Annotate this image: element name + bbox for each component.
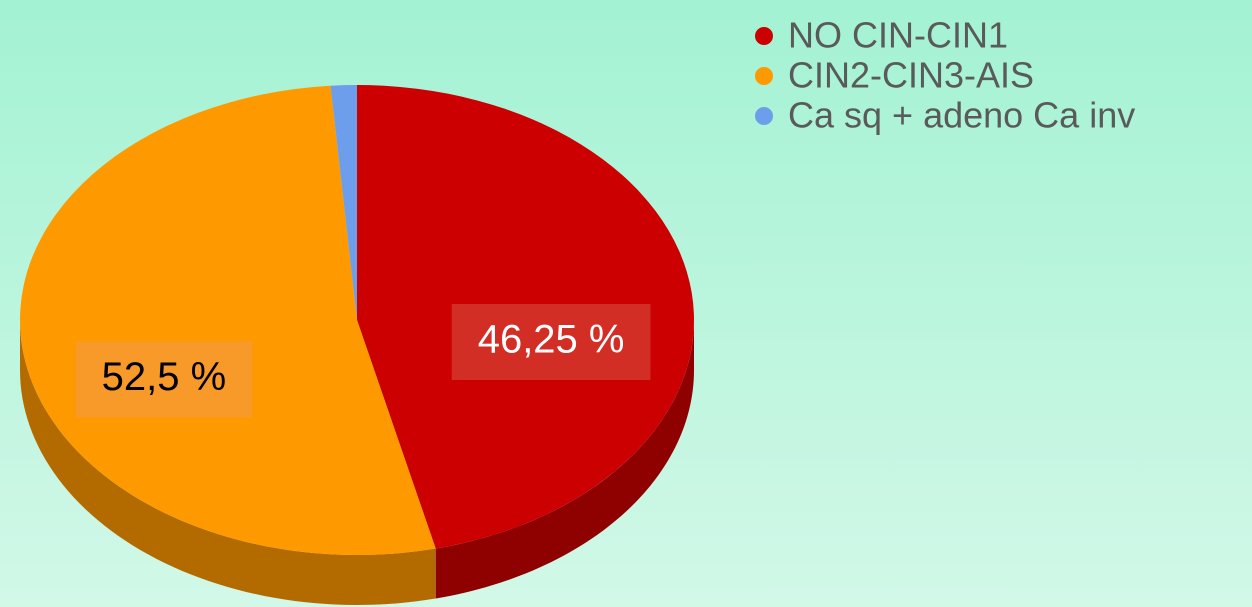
value-label: 52,5 %: [102, 355, 227, 399]
value-label: 46,25 %: [478, 318, 625, 362]
legend-marker: [755, 67, 773, 85]
legend-label: NO CIN-CIN1: [788, 15, 1008, 56]
legend-marker: [755, 27, 773, 45]
slice-side: [435, 320, 694, 599]
slice-side: [20, 320, 436, 605]
slice: [20, 85, 436, 555]
legend-label: CIN2-CIN3-AIS: [788, 55, 1034, 96]
slice: [330, 85, 357, 320]
value-label-box: [451, 303, 651, 380]
legend-label: Ca sq + adeno Ca inv: [788, 95, 1135, 136]
value-label-box: [75, 341, 253, 418]
legend-marker: [755, 107, 773, 125]
